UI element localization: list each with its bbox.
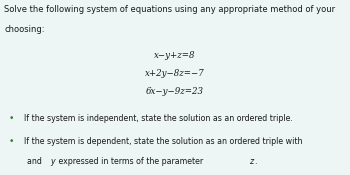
Text: x+2y−8z=−7: x+2y−8z=−7	[145, 69, 205, 78]
Text: x−y+z=8: x−y+z=8	[154, 51, 196, 60]
Text: •: •	[9, 137, 14, 146]
Text: •: •	[9, 114, 14, 123]
Text: 6x−y−9z=23: 6x−y−9z=23	[146, 88, 204, 96]
Text: choosing:: choosing:	[4, 25, 45, 34]
Text: and: and	[27, 158, 45, 166]
Text: If the system is dependent, state the solution as an ordered triple with: If the system is dependent, state the so…	[24, 137, 305, 146]
Text: If the system is independent, state the solution as an ordered triple.: If the system is independent, state the …	[24, 114, 293, 123]
Text: expressed in terms of the parameter: expressed in terms of the parameter	[56, 158, 205, 166]
Text: .: .	[254, 158, 257, 166]
Text: Solve the following system of equations using any appropriate method of your: Solve the following system of equations …	[4, 5, 335, 14]
Text: y: y	[50, 158, 54, 166]
Text: z: z	[249, 158, 253, 166]
